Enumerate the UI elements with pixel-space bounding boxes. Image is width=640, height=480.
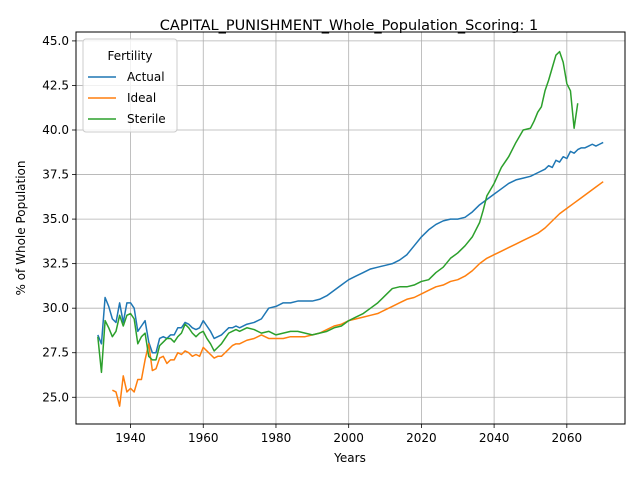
y-tick-label: 25.0 xyxy=(42,390,69,404)
chart-title: CAPITAL_PUNISHMENT_Whole_Population_Scor… xyxy=(160,18,538,34)
legend-box xyxy=(82,38,178,133)
y-axis: 25.0 27.5 30.0 32.5 35.0 37.5 40.0 42.5 45.0 xyxy=(42,34,76,404)
legend-title: Fertility xyxy=(107,49,152,63)
y-tick-label: 42.5 xyxy=(42,78,69,92)
series-line-ideal xyxy=(112,181,604,407)
y-axis-label: % of Whole Population xyxy=(14,161,28,296)
y-tick-label: 37.5 xyxy=(42,168,69,182)
y-tick-label: 45.0 xyxy=(42,34,69,48)
x-axis-label: Years xyxy=(333,451,366,465)
legend-label-actual: Actual xyxy=(127,70,165,84)
x-tick-label: 1960 xyxy=(188,431,219,445)
y-tick-label: 27.5 xyxy=(42,346,69,360)
y-tick-label: 35.0 xyxy=(42,212,69,226)
x-tick-label: 1980 xyxy=(261,431,292,445)
x-tick-label: 2020 xyxy=(406,431,437,445)
y-tick-label: 30.0 xyxy=(42,301,69,315)
y-tick-label: 32.5 xyxy=(42,257,69,271)
plot-frame xyxy=(75,31,626,425)
x-tick-label: 2000 xyxy=(333,431,364,445)
series-line-actual xyxy=(97,141,604,354)
y-tick-label: 40.0 xyxy=(42,123,69,137)
x-axis: 1940 1960 1980 2000 2020 2040 2060 xyxy=(115,424,582,445)
legend: Fertility Actual Ideal Sterile xyxy=(82,38,178,133)
x-tick-label: 2060 xyxy=(552,431,583,445)
x-tick-label: 2040 xyxy=(479,431,510,445)
legend-label-sterile: Sterile xyxy=(127,112,166,126)
plot-area xyxy=(97,50,604,407)
legend-label-ideal: Ideal xyxy=(127,91,156,105)
series-line-sterile xyxy=(97,50,579,374)
x-tick-label: 1940 xyxy=(115,431,146,445)
